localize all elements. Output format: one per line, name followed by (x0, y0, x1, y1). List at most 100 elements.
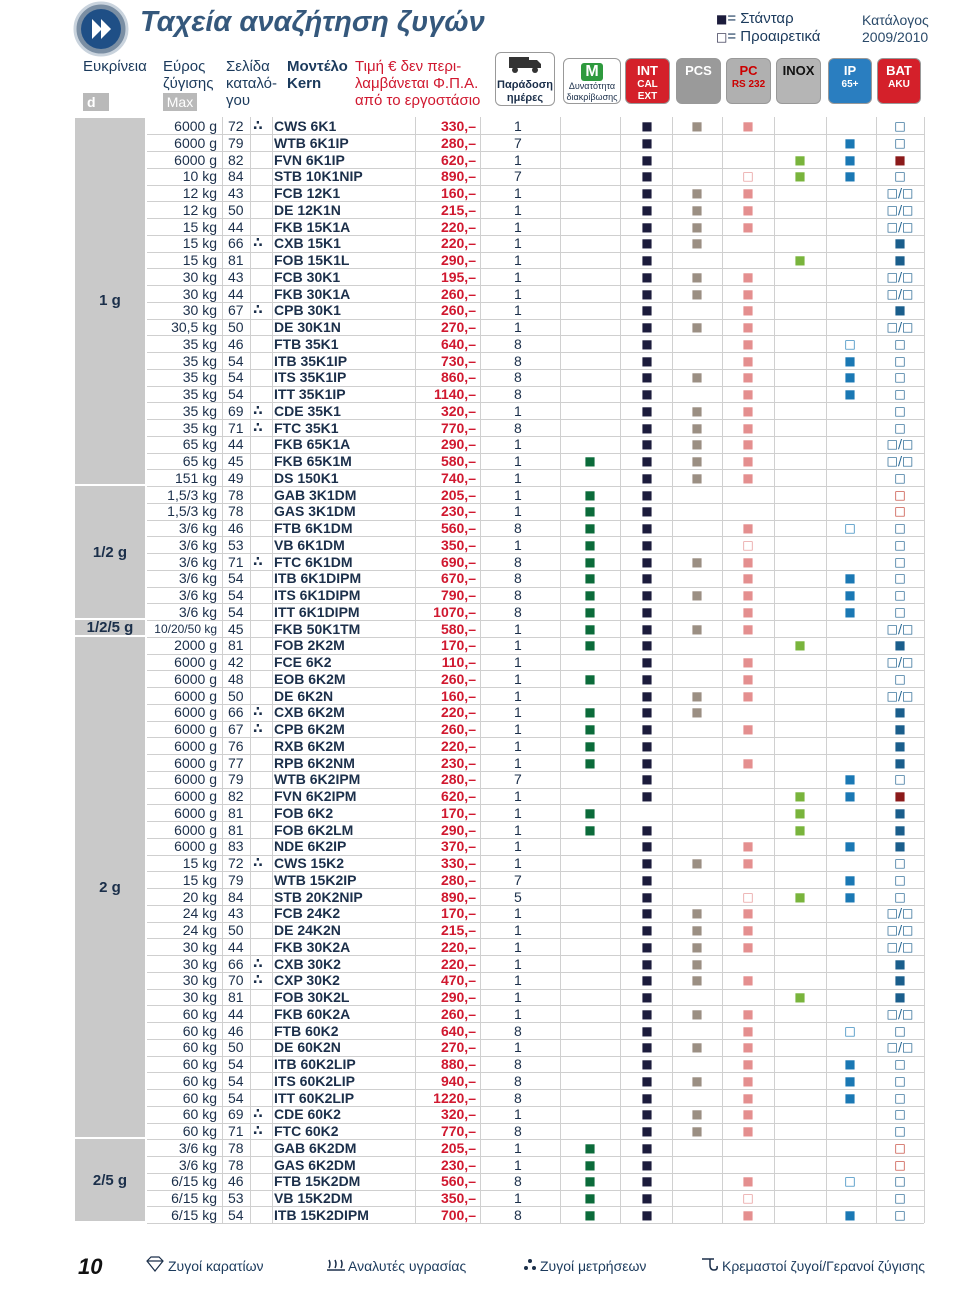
feature-mark: □ (894, 387, 906, 402)
feature-mark: ■ (691, 470, 703, 485)
range: 6/15 kg (171, 1190, 217, 1207)
row (147, 369, 924, 387)
feature-mark: □ (844, 336, 856, 351)
feature-mark: □ (742, 169, 754, 184)
feature-mark: ■ (641, 1040, 653, 1055)
delivery-days: 8 (514, 352, 522, 369)
model: CXB 30K2 (274, 955, 341, 972)
delivery-days: 1 (514, 670, 522, 687)
range: 60 kg (182, 1123, 217, 1140)
delivery-days: 1 (514, 922, 522, 939)
delivery-days: 8 (514, 386, 522, 403)
feature-mark: ■ (844, 353, 856, 368)
col-delivery-line: ημέρες (506, 92, 544, 104)
feature-mark: ■ (691, 370, 703, 385)
model: STB 20K2NIP (274, 888, 363, 905)
price: 330,– (440, 118, 476, 135)
range: 30 kg (182, 285, 217, 302)
model: RPB 6K2NM (274, 754, 355, 771)
column-line (672, 117, 673, 1223)
feature-mark: ■ (641, 1107, 653, 1122)
col-range-symbol: Max (163, 93, 197, 111)
delivery-days: 1 (514, 536, 522, 553)
model: FVN 6K1IP (274, 151, 345, 168)
delivery-days: 1 (514, 1156, 522, 1173)
feature-mark: □ (844, 1174, 856, 1189)
catalog-page: 46 (228, 335, 244, 352)
model: FTC 35K1 (274, 419, 339, 436)
footer-item: Αναλυτές υγρασίας (348, 1258, 467, 1274)
delivery-days: 1 (514, 838, 522, 855)
delivery-days: 8 (514, 1089, 522, 1106)
price: 940,– (440, 1072, 476, 1089)
model: FTC 6K1DM (274, 553, 353, 570)
feature-header-label: EXT (637, 91, 658, 102)
delivery-days: 1 (514, 503, 522, 520)
range: 10/20/50 kg (154, 621, 217, 636)
catalog-page: 81 (228, 821, 244, 838)
feature-mark: ■ (641, 722, 653, 737)
feature-mark: ■ (641, 939, 653, 954)
col-delivery: Παράδοση ημέρες (495, 52, 555, 106)
feature-mark: ■ (641, 571, 653, 586)
price: 220,– (440, 938, 476, 955)
feature-mark: ■ (584, 537, 596, 552)
range: 30 kg (182, 268, 217, 285)
feature-mark: ■ (641, 655, 653, 670)
row (147, 235, 924, 253)
row (147, 134, 924, 153)
feature-header-label: PCS (685, 63, 712, 78)
feature-mark: ■ (641, 403, 653, 418)
range: 6000 g (174, 654, 217, 671)
price: 220,– (440, 955, 476, 972)
price: 110,– (441, 654, 476, 671)
row (147, 838, 924, 856)
row (147, 603, 924, 622)
range: 35 kg (182, 386, 217, 403)
delivery-days: 1 (514, 1005, 522, 1022)
price: 350,– (440, 536, 476, 553)
price: 740,– (440, 469, 476, 486)
delivery-days: 8 (514, 603, 522, 620)
delivery-days: 8 (514, 1072, 522, 1089)
feature-header-label: INOX (782, 63, 815, 78)
range: 24 kg (182, 922, 217, 939)
feature-mark: ■ (844, 772, 856, 787)
price: 700,– (440, 1206, 476, 1223)
col-price-line: Τιμή € δεν περι- (355, 58, 462, 75)
price: 270,– (440, 319, 476, 336)
catalog-page: 66 (228, 955, 244, 972)
feature-mark: ■ (742, 1207, 754, 1222)
price: 290,– (440, 436, 476, 453)
model: DE 24K2N (274, 922, 341, 939)
delivery-days: 1 (514, 453, 522, 470)
resolution-group: 1/2 g (75, 486, 145, 621)
price: 730,– (440, 352, 476, 369)
feature-mark: ■ (641, 336, 653, 351)
delivery-days: 8 (514, 1123, 522, 1140)
col-model-line: Kern (287, 75, 322, 92)
catalog-page: 53 (228, 1190, 244, 1207)
feature-mark: ■ (894, 839, 906, 854)
feature-mark: ■ (584, 504, 596, 519)
feature-mark: ■ (584, 454, 596, 469)
price: 290,– (440, 252, 476, 269)
price: 620,– (440, 151, 476, 168)
catalog-page: 50 (228, 319, 244, 336)
measuring-icon: ∴ (253, 1123, 263, 1140)
feature-mark: ■ (584, 805, 596, 820)
model: CPB 30K1 (274, 302, 341, 319)
catalog: Κατάλογος 2009/2010 (862, 12, 929, 46)
delivery-days: 7 (514, 134, 522, 151)
row (147, 989, 924, 1007)
feature-mark: ■ (584, 521, 596, 536)
catalog-page: 44 (228, 938, 244, 955)
feature-mark: ■ (641, 487, 653, 502)
feature-mark: ■ (691, 688, 703, 703)
feature-mark: ■ (641, 738, 653, 753)
catalog-page: 46 (228, 1173, 244, 1190)
model: FCE 6K2 (274, 654, 332, 671)
feature-mark: ■ (742, 269, 754, 284)
delivery-days: 1 (514, 235, 522, 252)
feature-mark: □ (844, 521, 856, 536)
